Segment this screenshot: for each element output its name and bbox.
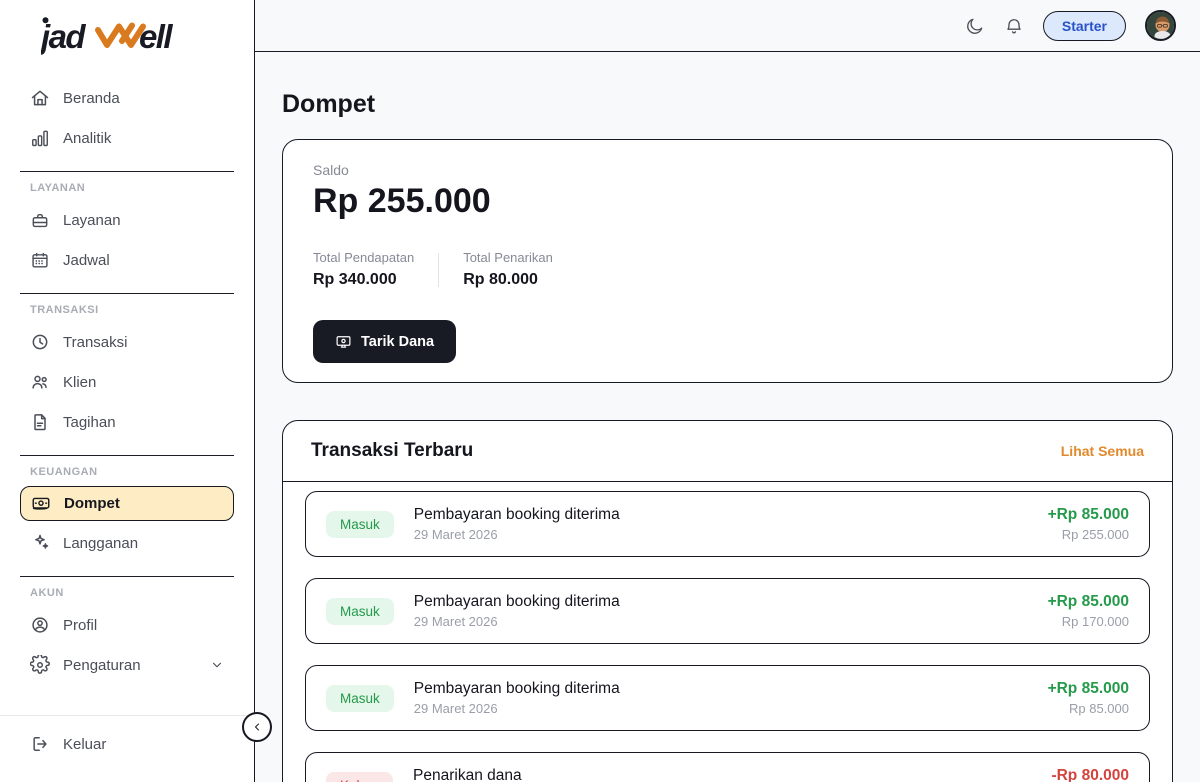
svg-text:ell: ell xyxy=(139,18,173,55)
svg-text:jad: jad xyxy=(41,18,86,55)
